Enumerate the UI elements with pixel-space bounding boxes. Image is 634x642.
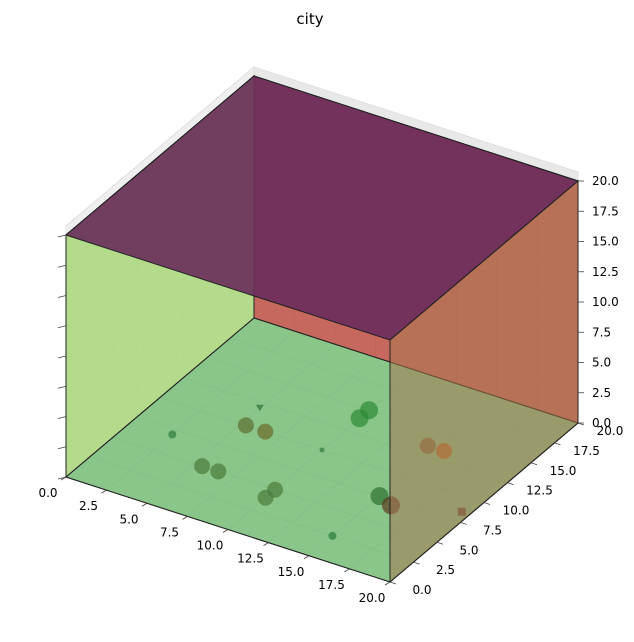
x-tick-label: 12.5 [237,552,264,566]
y-tick-label: 0.0 [412,583,431,597]
y-tick-mark [389,581,397,585]
z-tick-mark-left [57,234,67,238]
x-tick-mark [384,581,391,586]
z-tick-mark-left [57,295,67,298]
y-tick-label: 2.5 [436,563,455,577]
z-tick-mark-left [57,385,67,389]
z-tick-mark-left [57,325,67,329]
axis-ticks: 0.02.55.07.510.012.515.017.520.00.02.55.… [38,174,623,605]
x-tick-label: 7.5 [160,525,179,539]
y-tick-mark [530,462,538,466]
data-point [237,417,254,434]
z-tick-label: 0.0 [592,416,611,430]
x-tick-label: 2.5 [79,499,98,513]
z-tick-label: 2.5 [592,386,611,400]
x-tick-label: 15.0 [278,565,305,579]
x-tick-mark [222,529,229,533]
y-tick-label: 15.0 [550,464,577,478]
x-tick-mark [303,555,310,560]
y-tick-label: 17.5 [573,444,600,458]
y-tick-mark [413,561,420,565]
x-tick-label: 5.0 [119,512,138,526]
data-point [210,463,227,480]
z-tick-label: 12.5 [592,265,619,279]
chart-title: city [296,10,323,28]
data-point [255,404,264,412]
data-point [319,447,325,453]
z-tick-label: 10.0 [592,295,619,309]
y-tick-label: 7.5 [483,523,502,537]
y-tick-label: 20.0 [597,424,624,438]
data-point [257,423,274,440]
data-point [328,531,337,540]
z-tick-label: 15.0 [592,235,619,249]
z-tick-mark-left [57,416,67,419]
z-tick-label: 20.0 [592,174,619,188]
data-point [194,458,211,475]
x-tick-label: 0.0 [38,486,57,500]
y-tick-mark [460,521,467,525]
x-tick-label: 17.5 [318,578,345,592]
z-tick-mark-left [57,446,67,450]
data-point [350,409,369,428]
y-tick-mark [483,502,491,505]
data-point [257,489,274,506]
y-tick-mark [554,442,561,446]
z-tick-label: 7.5 [592,325,611,339]
data-point [168,430,177,439]
x-tick-mark [263,542,269,546]
x-tick-label: 20.0 [359,591,386,605]
x-tick-label: 10.0 [197,539,224,553]
z-tick-mark-left [57,355,67,359]
z-tick-label: 17.5 [592,204,619,218]
z-tick-mark-left [57,264,67,268]
z-tick-mark-left [57,476,67,480]
y-tick-label: 12.5 [526,484,553,498]
x-tick-mark [344,568,350,573]
y-tick-mark [436,541,444,545]
y-tick-label: 5.0 [459,543,478,557]
y-tick-label: 10.0 [503,504,530,518]
y-tick-mark [507,482,514,486]
x-tick-mark [182,516,188,520]
x-tick-mark [101,489,107,494]
z-tick-label: 5.0 [592,356,611,370]
x-tick-mark [141,502,148,507]
